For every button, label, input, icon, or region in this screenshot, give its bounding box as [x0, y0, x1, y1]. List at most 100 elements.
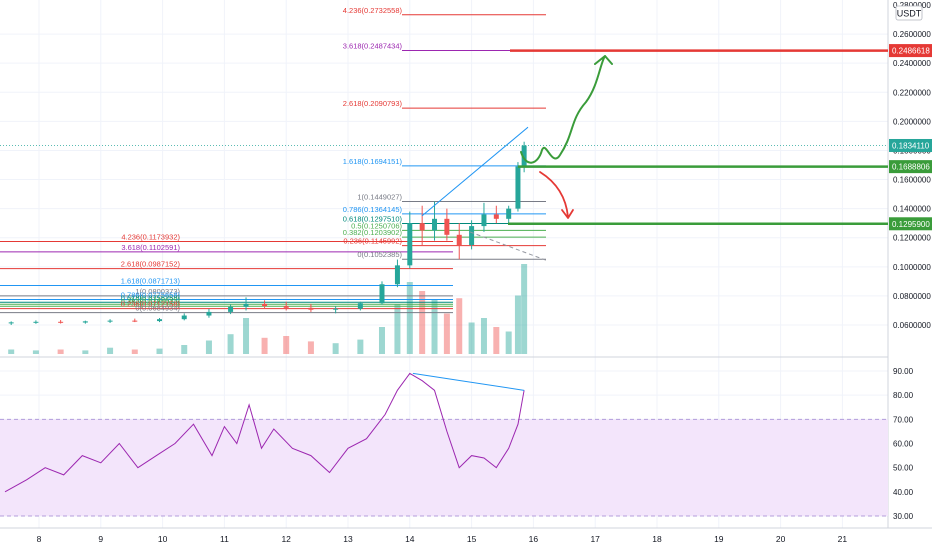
fib-level-label: 4.236(0.2732558): [343, 6, 403, 15]
fib-level-label: 0.382(0.1203902): [343, 228, 403, 237]
volume-bar: [82, 350, 89, 354]
candle-body: [493, 214, 499, 219]
candle-body: [107, 320, 113, 322]
time-axis-tick: 17: [590, 534, 600, 544]
rsi-axis-tick: 50.00: [893, 464, 914, 473]
candle-body: [432, 218, 438, 231]
candle-body: [283, 306, 289, 308]
user-drawings[interactable]: [0, 49, 888, 262]
volume-bar: [431, 300, 438, 354]
candle-body: [515, 166, 521, 209]
candle-body: [228, 306, 234, 312]
time-axis-tick: 13: [343, 534, 353, 544]
fib-level-label: 0.786(0.1364145): [343, 205, 403, 214]
price-badge-label: 0.1834110: [892, 141, 930, 150]
candle-body: [419, 223, 425, 231]
price-badge-label: 0.1295900: [892, 220, 930, 229]
volume-bar: [419, 291, 426, 354]
price-badge: [889, 160, 932, 174]
volume-bar: [283, 336, 290, 354]
candle-body: [181, 315, 187, 320]
fib-level-label: 0.618(0.0756258): [121, 293, 181, 302]
fib-level-label: 2.618(0.2090793): [343, 99, 403, 108]
volume-bar: [181, 345, 188, 354]
fib-level-label: 0.786(0.0775658): [121, 290, 181, 299]
candle-body: [407, 223, 413, 266]
volume-bar: [468, 322, 475, 354]
rsi-axis-tick: 60.00: [893, 440, 914, 449]
candle-body: [157, 319, 163, 322]
candle-body: [394, 265, 400, 285]
time-axis-tick: 15: [467, 534, 477, 544]
currency-label: USDT: [897, 9, 922, 19]
time-axis-tick: 16: [529, 534, 539, 544]
candle-body: [82, 321, 88, 323]
candlestick-series: [8, 141, 527, 325]
rsi-line: [4, 372, 525, 493]
candle-body: [379, 284, 385, 304]
rsi-axis-tick: 70.00: [893, 415, 914, 424]
rsi-axis-tick: 30.00: [893, 512, 914, 521]
candle-body: [58, 321, 64, 323]
candle-body: [521, 145, 527, 167]
price-axis-tick: 0.1200000: [893, 234, 931, 243]
trend-line[interactable]: [421, 126, 529, 217]
candle-body: [444, 218, 450, 235]
volume-bar: [261, 337, 268, 354]
price-axis-tick: 0.0600000: [893, 321, 931, 330]
fib-level-label: 3.618(0.2487434): [343, 41, 403, 50]
price-axis-tick: 0.1000000: [893, 263, 931, 272]
time-axis-tick: 11: [220, 534, 229, 544]
rsi-axis-tick: 40.00: [893, 488, 914, 497]
fib-level-label: 3.618(0.1102591): [121, 243, 180, 252]
rsi-overbought-oversold-band: [0, 419, 888, 516]
candle-body: [456, 234, 462, 245]
volume-bar: [514, 295, 521, 354]
rsi-divergence-line[interactable]: [412, 372, 525, 391]
time-axis[interactable]: 8 9 10 11 12 13 14 15 16 17 18 19 20 21: [37, 534, 848, 544]
volume-bar: [332, 343, 339, 354]
fib-level-label: 0(0.0684934): [135, 304, 180, 313]
rsi-axis[interactable]: 90.00 80.00 70.00 60.00 50.00 40.00 30.00: [893, 367, 914, 521]
candle-body: [243, 303, 249, 307]
fib-level-label: 4.236(0.1173932): [121, 233, 180, 242]
bearish-arrow[interactable]: [539, 171, 574, 219]
fib-level-label: 0.618(0.1297510): [343, 215, 403, 224]
candle-body: [262, 303, 268, 307]
fib-level-label: 0.5(0.0742635): [129, 295, 180, 304]
volume-bar: [505, 331, 512, 354]
candle-body: [308, 307, 314, 310]
volume-bar: [307, 341, 314, 354]
dashed-support-line[interactable]: [469, 231, 549, 262]
fibonacci-extension-left[interactable]: 4.236(0.1173932)3.618(0.1102591) 2.618(0.…: [0, 233, 453, 314]
time-axis-tick: 14: [405, 534, 415, 544]
price-badge: [889, 217, 932, 231]
volume-bar: [156, 348, 163, 354]
fib-level-label: 0.236(0.0712158): [121, 300, 181, 309]
candle-body: [132, 320, 138, 322]
volume-bar: [8, 349, 15, 354]
fib-level-label: 2.618(0.0987152): [121, 260, 181, 269]
fib-level-label: 1(0.0800373): [135, 287, 180, 296]
bullish-arrow[interactable]: [520, 55, 613, 164]
rsi-indicator: [4, 372, 525, 493]
volume-bar: [480, 318, 487, 354]
fibonacci-extension-main[interactable]: 4.236(0.2732558) 3.618(0.2487434) 2.618(0.…: [343, 6, 546, 260]
fib-level-label: 0.236(0.1145992): [343, 237, 402, 246]
price-axis-tick: 0.2000000: [893, 117, 931, 126]
price-badge-label: 0.1688806: [892, 163, 930, 172]
fib-level-label: 1(0.1449027): [357, 193, 402, 202]
fib-level-label: 1.618(0.0871713): [121, 276, 181, 285]
candle-body: [357, 303, 363, 309]
price-axis-tick: 0.2800000: [893, 1, 931, 10]
price-axis-tick: 0.0800000: [893, 292, 931, 301]
volume-bars: [8, 264, 528, 354]
candle-body: [506, 208, 512, 219]
volume-bar: [443, 313, 450, 354]
fib-level-label: 0(0.1052385): [357, 250, 402, 259]
volume-bar: [406, 282, 413, 354]
currency-selector[interactable]: USDT: [895, 5, 923, 21]
price-axis-tick: 0.1600000: [893, 176, 931, 185]
candle-body: [33, 321, 39, 323]
